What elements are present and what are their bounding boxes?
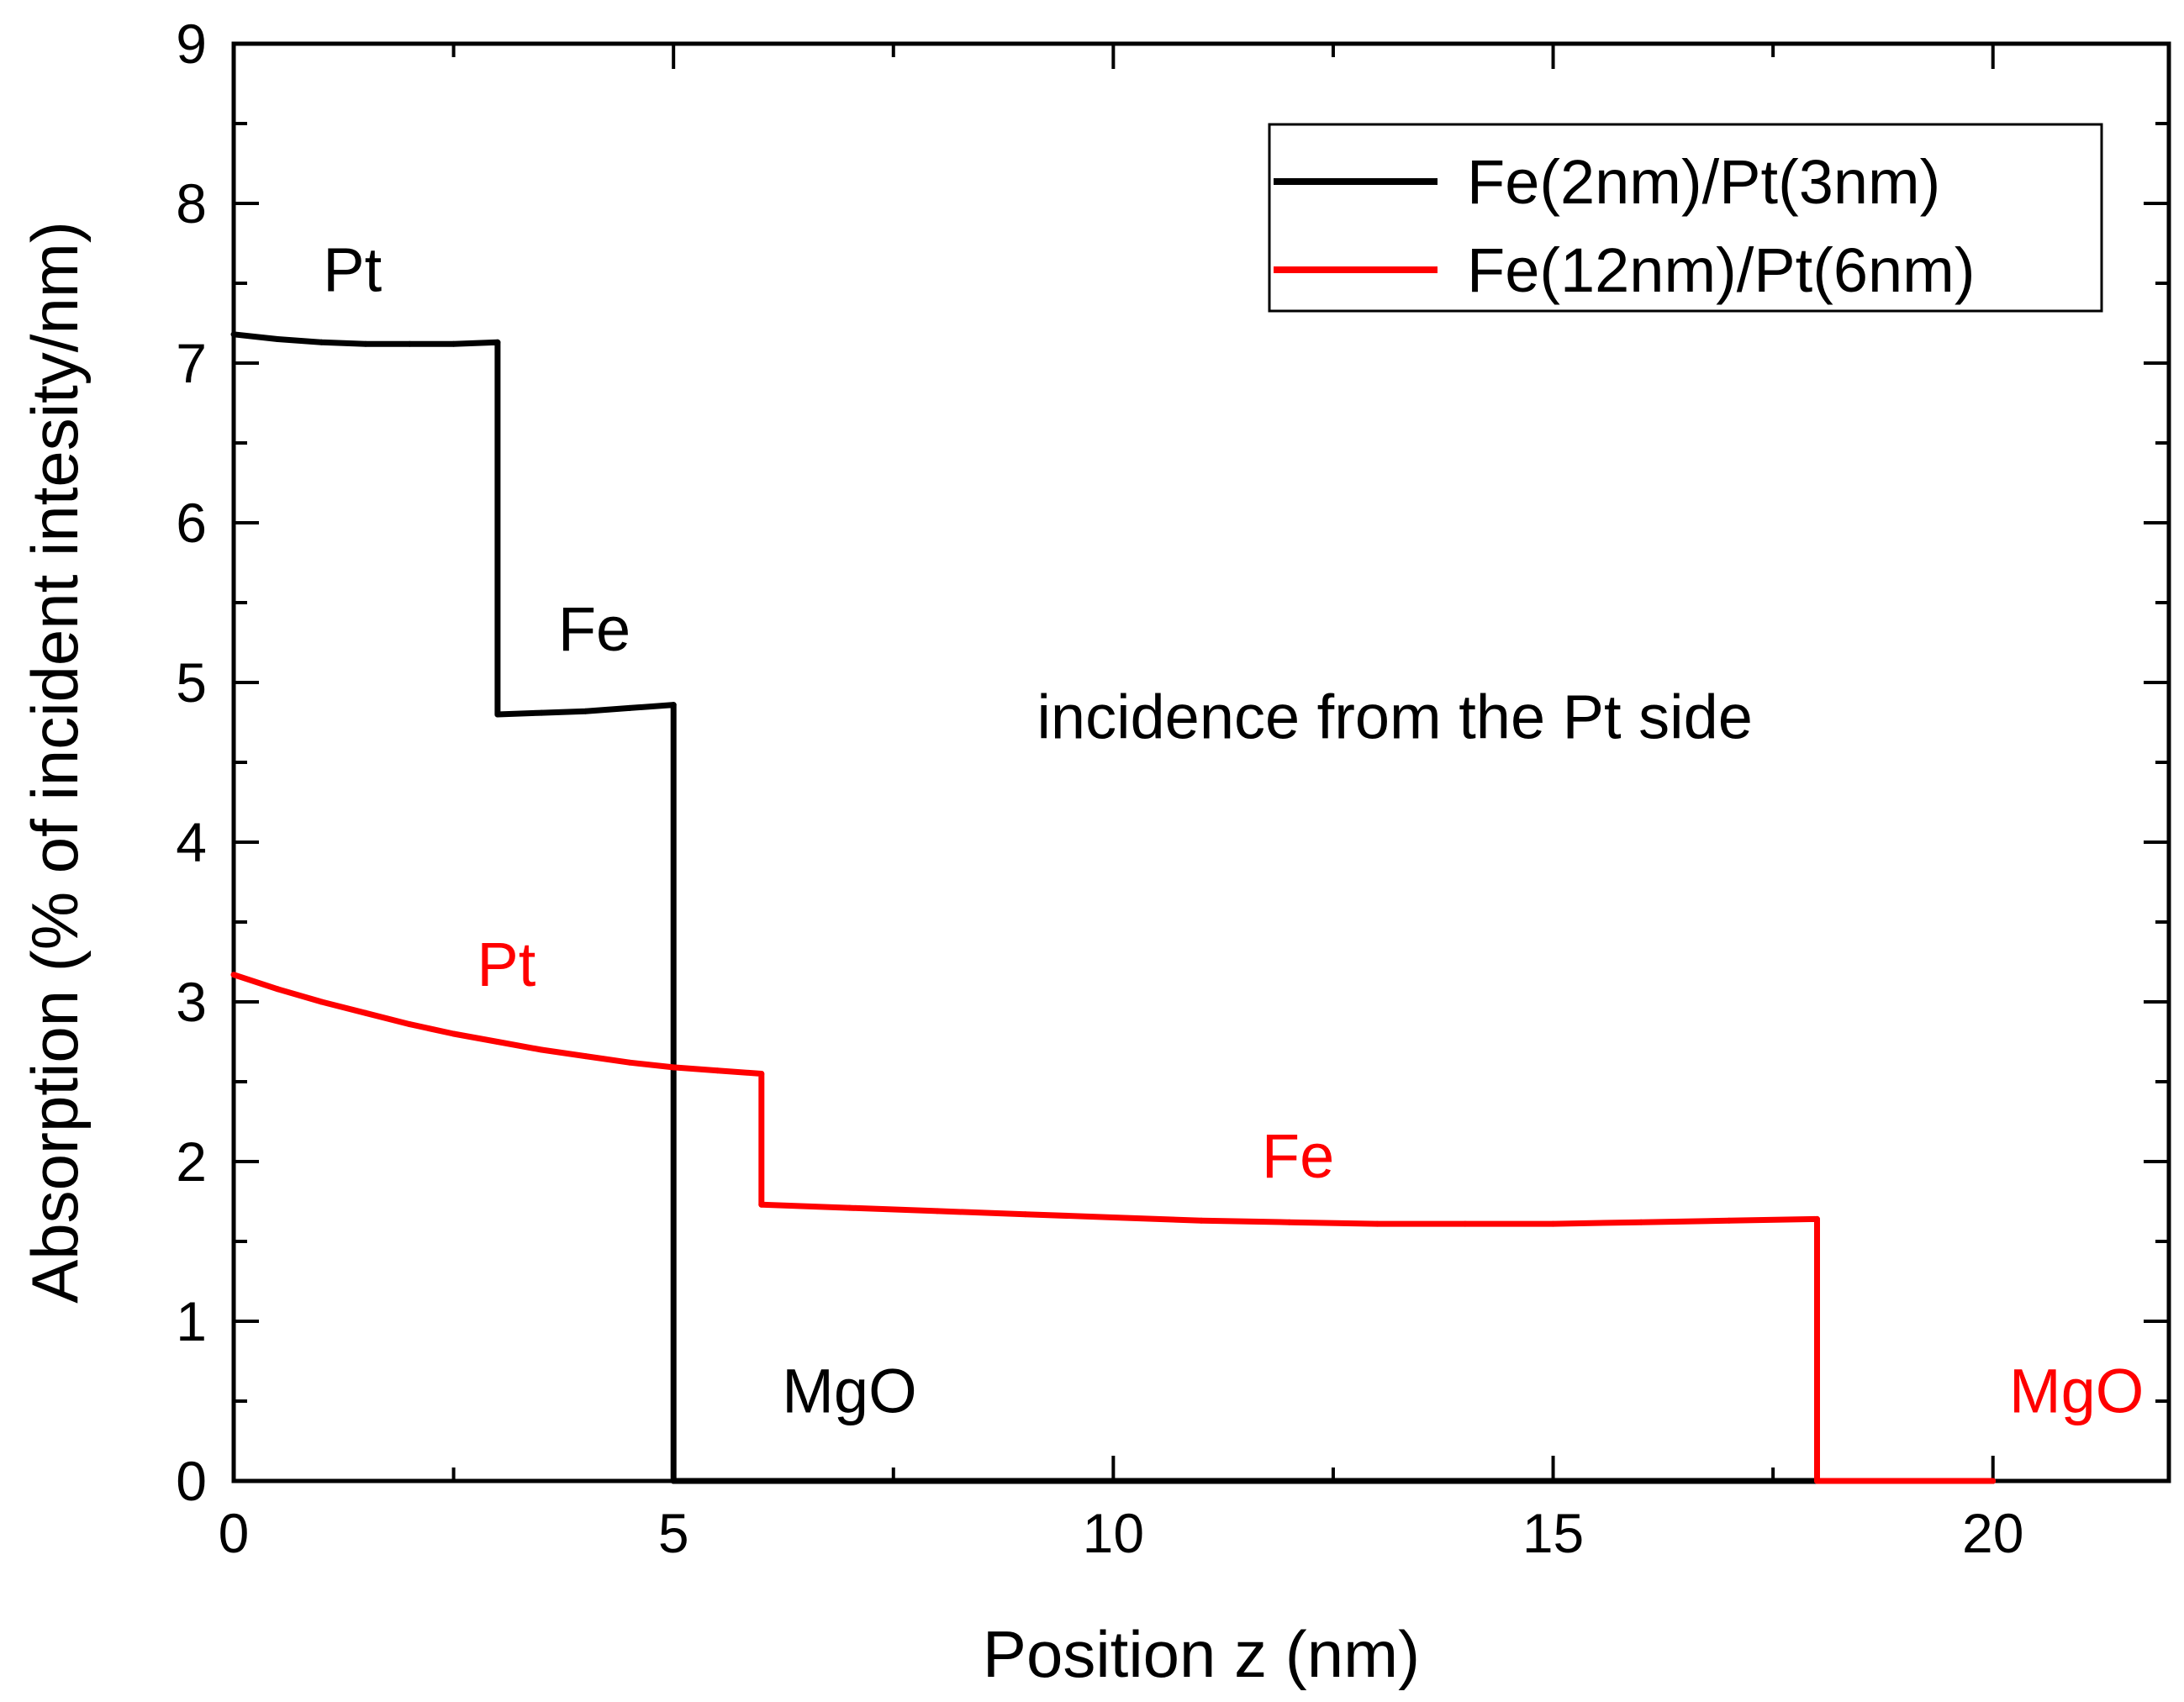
x-axis-title: Position z (nm) <box>983 1617 1420 1691</box>
x-tick-label: 15 <box>1522 1502 1584 1564</box>
series-line <box>233 331 1993 1484</box>
data-point <box>274 336 281 342</box>
series-line <box>232 972 1993 1484</box>
data-point <box>626 704 633 711</box>
legend-box <box>1268 123 2103 313</box>
data-point <box>1374 1220 1380 1227</box>
y-tick-label: 6 <box>176 492 207 554</box>
y-tick-label: 7 <box>176 332 207 394</box>
data-point <box>406 340 413 347</box>
data-point <box>583 708 589 714</box>
legend-label: Fe(12nm)/Pt(6nm) <box>1467 235 1975 305</box>
data-point <box>758 1071 765 1077</box>
data-point <box>319 999 325 1005</box>
data-point <box>538 1046 545 1053</box>
data-point <box>1198 1217 1205 1224</box>
series-layer <box>230 331 1997 1484</box>
annotation-label: MgO <box>2009 1356 2144 1425</box>
y-tick-label: 0 <box>176 1450 207 1512</box>
data-point <box>362 340 369 347</box>
data-point <box>1550 1220 1557 1227</box>
data-point <box>1638 1219 1644 1225</box>
data-point <box>1286 1219 1293 1225</box>
data-point <box>319 339 325 345</box>
y-tick-label: 8 <box>176 172 207 234</box>
data-point <box>758 1478 765 1484</box>
data-point <box>583 1053 589 1060</box>
data-point <box>406 1021 413 1028</box>
legend-label: Fe(2nm)/Pt(3nm) <box>1467 147 1940 217</box>
annotation-label: Pt <box>477 930 535 999</box>
data-point <box>1726 1217 1733 1224</box>
data-point <box>758 1201 765 1208</box>
data-point <box>451 1030 457 1037</box>
y-axis-title: Absorption (% of incident intesity/nm) <box>18 221 92 1304</box>
data-point <box>538 709 545 716</box>
x-tick-label: 0 <box>219 1502 250 1564</box>
data-point <box>362 1009 369 1016</box>
annotation-label: Pt <box>323 235 382 305</box>
y-tick-label: 4 <box>176 811 207 873</box>
annotation-label: Fe <box>1262 1121 1334 1191</box>
data-point <box>1286 1478 1293 1484</box>
data-point <box>451 340 457 347</box>
annotations: Pt Fe incidence from the Pt side Pt Fe MgO MgO <box>323 235 2144 1426</box>
data-point <box>934 1478 941 1484</box>
x-tick-label: 5 <box>658 1502 689 1564</box>
data-point <box>494 339 501 345</box>
data-point <box>1813 1215 1820 1222</box>
data-point <box>715 1067 720 1074</box>
data-point <box>1813 1478 1820 1484</box>
x-tick-label: 20 <box>1962 1502 2023 1564</box>
data-point <box>670 702 677 709</box>
data-point <box>670 1478 677 1484</box>
y-tick-label: 5 <box>176 651 207 714</box>
data-point <box>1022 1211 1029 1218</box>
annotation-label: Fe <box>558 594 630 664</box>
annotation-label: incidence from the Pt side <box>1037 682 1752 752</box>
y-tick-label: 9 <box>176 13 207 75</box>
data-point <box>494 1039 501 1045</box>
data-point <box>1110 1478 1116 1484</box>
data-point <box>934 1208 941 1215</box>
series-1 <box>230 331 1997 1484</box>
y-tick-label: 2 <box>176 1130 207 1193</box>
y-tick-label: 1 <box>176 1290 207 1352</box>
legend: Fe(2nm)/Pt(3nm) Fe(12nm)/Pt(6nm) <box>1268 123 2103 313</box>
data-point <box>230 331 237 338</box>
data-point <box>670 1064 677 1071</box>
data-point <box>1638 1478 1644 1484</box>
data-point <box>274 986 281 993</box>
data-point <box>1462 1478 1469 1484</box>
data-point <box>1902 1478 1908 1484</box>
y-tick-label: 3 <box>176 971 207 1033</box>
data-point <box>494 711 501 718</box>
annotation-label: MgO <box>782 1356 916 1425</box>
series-2 <box>230 972 1997 1484</box>
data-point <box>846 1204 852 1211</box>
data-point <box>1462 1220 1469 1227</box>
data-point <box>1990 1478 1997 1484</box>
x-tick-label: 10 <box>1083 1502 1144 1564</box>
data-point <box>626 1059 633 1066</box>
data-point <box>1110 1215 1116 1220</box>
data-point <box>230 972 237 978</box>
